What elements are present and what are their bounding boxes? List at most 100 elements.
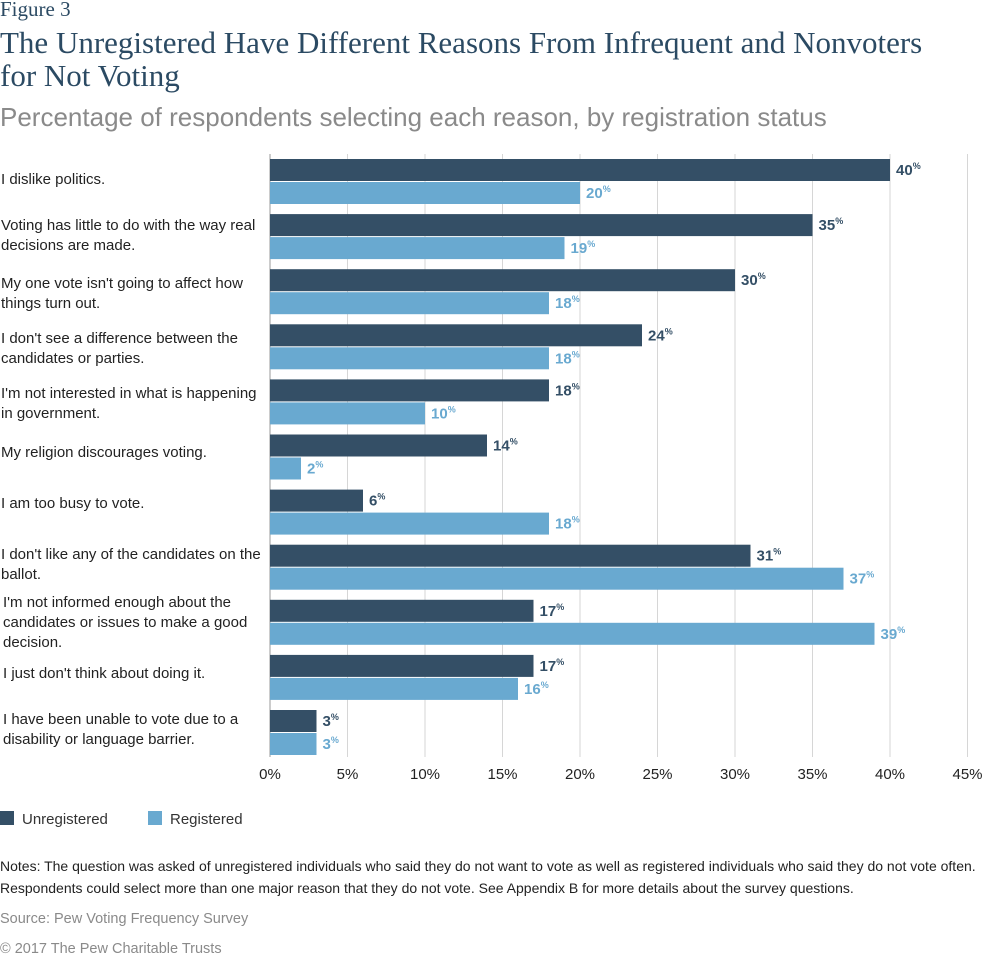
bar-chart: 0% 5% 10% 15% 20% 25% 30% 35% 40% 45% 40% 20% 35% 19%…	[259, 154, 983, 783]
category-label: My one vote isn't going to affect how th…	[1, 275, 243, 312]
category-label: I dislike politics.	[1, 171, 106, 188]
value-suffix: %	[897, 625, 905, 635]
value-label: 37%	[850, 570, 875, 588]
value-label: 3%	[323, 735, 339, 753]
value-suffix: %	[587, 239, 595, 249]
category-label: I don't see a difference between the can…	[1, 330, 238, 367]
value-suffix: %	[331, 735, 339, 745]
value-suffix: %	[758, 271, 766, 281]
x-tick-label: 5%	[337, 766, 359, 783]
value-suffix: %	[331, 712, 339, 722]
value-label: 18%	[555, 381, 580, 399]
value-label: 18%	[555, 515, 580, 533]
value-suffix: %	[866, 570, 874, 580]
x-tick-label: 10%	[410, 766, 440, 783]
value-label: 17%	[540, 602, 565, 620]
bar-unregistered	[270, 159, 890, 181]
value-suffix: %	[377, 492, 385, 502]
bar-registered	[270, 622, 875, 645]
value-label: 3%	[323, 712, 339, 730]
bar-unregistered	[270, 379, 549, 402]
value-label: 18%	[555, 349, 580, 367]
bar-unregistered	[270, 654, 534, 677]
bar-unregistered	[270, 544, 751, 567]
x-tick-label: 25%	[642, 766, 672, 783]
value-suffix: %	[665, 326, 673, 336]
value-label: 24%	[648, 326, 673, 344]
chart-title: The Unregistered Have Different Reasons …	[0, 25, 923, 93]
legend-swatch-registered	[148, 811, 162, 825]
value-suffix: %	[773, 547, 781, 557]
value-label: 31%	[757, 547, 782, 565]
legend-item-unregistered: Unregistered	[0, 811, 108, 828]
value-label: 18%	[555, 294, 580, 312]
bar-registered	[270, 402, 425, 425]
category-label: I am too busy to vote.	[1, 495, 145, 512]
value-label: 10%	[431, 404, 456, 422]
notes: Notes: The question was asked of unregis…	[0, 858, 976, 896]
category-label: I'm not interested in what is happening …	[1, 385, 257, 422]
value-label: 2%	[307, 460, 323, 478]
value-suffix: %	[572, 349, 580, 359]
bar-unregistered	[270, 434, 487, 457]
value-suffix: %	[510, 437, 518, 447]
value-suffix: %	[556, 602, 564, 612]
bar-registered	[270, 567, 844, 590]
x-tick-label: 15%	[487, 766, 517, 783]
x-tick-label: 20%	[565, 766, 595, 783]
value-suffix: %	[913, 161, 921, 171]
source: Source: Pew Voting Frequency Survey	[0, 911, 249, 927]
value-suffix: %	[572, 294, 580, 304]
bar-registered	[270, 182, 580, 204]
value-suffix: %	[556, 657, 564, 667]
value-label: 19%	[571, 239, 596, 257]
bar-registered	[270, 237, 565, 260]
legend-label-registered: Registered	[170, 811, 243, 828]
value-suffix: %	[603, 184, 611, 194]
value-label: 17%	[540, 657, 565, 675]
x-tick-label: 0%	[259, 766, 281, 783]
legend-label-unregistered: Unregistered	[22, 811, 108, 828]
bar-unregistered	[270, 489, 363, 512]
bar-registered	[270, 677, 518, 700]
value-suffix: %	[315, 460, 323, 470]
value-label: 30%	[741, 271, 766, 289]
chart-subtitle: Percentage of respondents selecting each…	[0, 102, 827, 132]
bar-unregistered	[270, 269, 735, 292]
value-suffix: %	[572, 381, 580, 391]
x-tick-label: 45%	[952, 766, 982, 783]
value-suffix: %	[835, 216, 843, 226]
x-tick-label: 40%	[875, 766, 905, 783]
legend-item-registered: Registered	[148, 811, 243, 828]
value-suffix: %	[448, 404, 456, 414]
legend-swatch-unregistered	[0, 811, 14, 825]
value-label: 14%	[493, 437, 518, 455]
bar-unregistered	[270, 599, 534, 622]
category-label: I have been unable to vote due to a disa…	[3, 711, 239, 748]
category-label: I don't like any of the candidates on th…	[1, 546, 261, 583]
bar-registered	[270, 457, 301, 480]
bar-unregistered	[270, 710, 317, 732]
bar-registered	[270, 347, 549, 370]
bar-registered	[270, 733, 317, 755]
category-label: Voting has little to do with the way rea…	[1, 217, 256, 254]
category-label: I just don't think about doing it.	[3, 665, 206, 682]
value-label: 20%	[586, 184, 611, 202]
bar-unregistered	[270, 214, 813, 237]
value-label: 39%	[881, 625, 906, 643]
copyright: © 2017 The Pew Charitable Trusts	[0, 941, 222, 957]
value-suffix: %	[572, 515, 580, 525]
x-tick-label: 30%	[720, 766, 750, 783]
value-label: 35%	[819, 216, 844, 234]
bar-registered	[270, 512, 549, 535]
value-label: 40%	[896, 161, 921, 179]
value-label: 16%	[524, 680, 549, 698]
bar-unregistered	[270, 324, 642, 347]
x-tick-label: 35%	[797, 766, 827, 783]
value-suffix: %	[541, 680, 549, 690]
category-label: My religion discourages voting.	[1, 444, 207, 461]
figure-label: Figure 3	[0, 0, 71, 21]
bar-registered	[270, 292, 549, 315]
category-label: I'm not informed enough about the candid…	[3, 594, 248, 651]
value-label: 6%	[369, 492, 385, 510]
